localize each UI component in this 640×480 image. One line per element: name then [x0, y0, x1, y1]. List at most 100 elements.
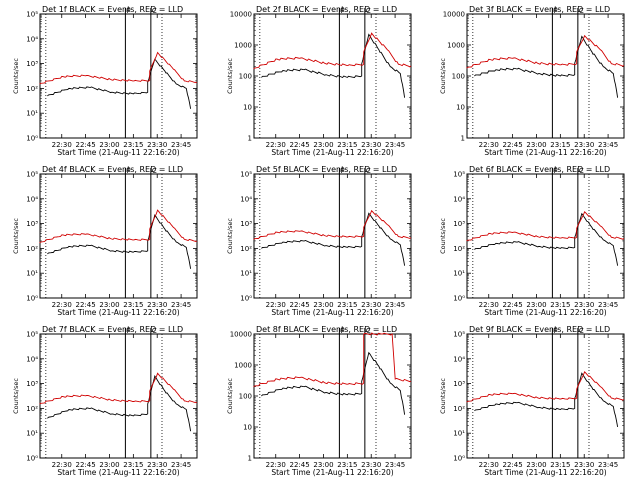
y-tick-label: 10⁵	[453, 331, 465, 339]
x-tick-label: 23:15	[123, 461, 143, 469]
x-tick-label: 23:15	[550, 141, 570, 149]
x-tick-label: 23:15	[550, 301, 570, 309]
x-tick-label: 23:30	[147, 301, 167, 309]
x-tick-label: 23:15	[337, 461, 357, 469]
series-line-lld	[39, 372, 198, 405]
x-tick-label: 22:45	[76, 141, 96, 149]
marker-flag-label: C	[152, 327, 157, 335]
y-tick-label: 10¹	[240, 270, 252, 278]
y-tick-label: 10¹	[26, 270, 38, 278]
series-line-events	[261, 351, 406, 415]
x-tick-label: 23:00	[99, 301, 119, 309]
series-line-lld	[466, 210, 625, 242]
y-tick-label: 10	[456, 104, 465, 112]
x-tick-label: 22:45	[76, 461, 96, 469]
x-tick-label: 22:30	[52, 301, 72, 309]
x-axis-label: Start Time (21-Aug-11 22:16:20)	[271, 308, 393, 317]
x-tick-label: 23:00	[526, 301, 546, 309]
marker-flag-label: P	[340, 167, 344, 175]
series-line-events	[261, 212, 406, 266]
y-tick-label: 10⁴	[26, 35, 38, 43]
x-axis-label: Start Time (21-Aug-11 22:16:20)	[57, 308, 179, 317]
marker-flag-label: C	[366, 327, 371, 335]
x-tick-label: 23:45	[385, 301, 405, 309]
plot-frame	[39, 173, 198, 299]
y-axis-label: Counts/sec	[226, 218, 234, 254]
x-tick-label: 23:15	[337, 301, 357, 309]
chart-title: Det 5f BLACK = Events, RED = LLD	[256, 165, 397, 174]
series-line-events	[474, 35, 619, 98]
y-axis-label: Counts/sec	[12, 58, 20, 94]
series-line-lld	[253, 32, 412, 70]
y-tick-label: 10⁵	[26, 171, 38, 179]
series-line-events	[261, 33, 406, 98]
chart-title: Det 7f BLACK = Events, RED = LLD	[42, 325, 183, 334]
x-tick-label: 23:00	[526, 141, 546, 149]
x-axis-label: Start Time (21-Aug-11 22:16:20)	[57, 148, 179, 157]
marker-flag-label: C	[152, 7, 157, 15]
x-axis-label: Start Time (21-Aug-11 22:16:20)	[271, 468, 393, 477]
marker-flag-label: C	[152, 167, 157, 175]
x-tick-label: 22:45	[290, 301, 310, 309]
y-tick-label: 10⁵	[26, 11, 38, 19]
plot-frame	[466, 13, 625, 139]
x-tick-label: 23:45	[598, 301, 618, 309]
x-tick-label: 22:30	[266, 301, 286, 309]
x-tick-label: 22:45	[503, 141, 523, 149]
marker-flag-label: P	[126, 7, 130, 15]
x-tick-label: 23:30	[147, 141, 167, 149]
chart-panel-3: Det 3f BLACK = Events, RED = LLD 1 10 100 10…	[439, 5, 625, 157]
x-tick-label: 23:15	[123, 301, 143, 309]
y-axis-label: Counts/sec	[439, 218, 447, 254]
plot-frame	[253, 173, 412, 299]
x-tick-label: 22:45	[503, 301, 523, 309]
marker-flag-label: C	[366, 167, 371, 175]
x-tick-label: 23:00	[313, 141, 333, 149]
x-tick-label: 23:00	[99, 461, 119, 469]
y-tick-label: 10⁴	[26, 355, 38, 363]
plot-frame	[39, 13, 198, 139]
x-tick-label: 23:45	[171, 461, 191, 469]
x-tick-label: 23:15	[337, 141, 357, 149]
x-tick-label: 22:30	[266, 461, 286, 469]
chart-panel-9: Det 9f BLACK = Events, RED = LLD 10⁰ 10¹ 10…	[439, 325, 625, 477]
x-tick-label: 23:45	[385, 141, 405, 149]
x-tick-label: 22:45	[290, 461, 310, 469]
x-tick-label: 22:45	[76, 301, 96, 309]
series-line-lld	[253, 332, 412, 388]
y-axis-label: Counts/sec	[226, 378, 234, 414]
chart-title: Det 2f BLACK = Events, RED = LLD	[256, 5, 397, 14]
x-axis-label: Start Time (21-Aug-11 22:16:20)	[57, 468, 179, 477]
series-line-events	[474, 372, 619, 427]
y-tick-label: 100	[239, 393, 252, 401]
chart-title: Det 8f BLACK = Events, RED = LLD	[256, 325, 397, 334]
y-tick-label: 10000	[230, 331, 252, 339]
y-tick-label: 10000	[443, 11, 465, 19]
x-tick-label: 23:45	[171, 141, 191, 149]
chart-title: Det 1f BLACK = Events, RED = LLD	[42, 5, 183, 14]
y-tick-label: 10	[243, 104, 252, 112]
y-tick-label: 1	[461, 135, 465, 143]
y-tick-label: 1	[248, 135, 252, 143]
y-tick-label: 10⁴	[453, 195, 465, 203]
marker-flag-label: C	[366, 7, 371, 15]
y-tick-label: 1000	[447, 42, 465, 50]
x-tick-label: 22:30	[52, 461, 72, 469]
y-tick-label: 10⁴	[453, 355, 465, 363]
y-tick-label: 10²	[240, 245, 252, 253]
marker-flag-label: P	[553, 7, 557, 15]
y-tick-label: 1	[248, 455, 252, 463]
marker-flag-label: P	[553, 167, 557, 175]
x-tick-label: 23:30	[574, 301, 594, 309]
marker-flag-label: P	[126, 327, 130, 335]
x-tick-label: 23:00	[99, 141, 119, 149]
chart-panel-8: Det 8f BLACK = Events, RED = LLD 1 10 100 10…	[226, 325, 412, 477]
y-tick-label: 100	[239, 73, 252, 81]
y-tick-label: 10²	[26, 85, 38, 93]
x-tick-label: 23:45	[598, 461, 618, 469]
y-tick-label: 10¹	[26, 430, 38, 438]
x-tick-label: 23:30	[361, 461, 381, 469]
chart-title: Det 6f BLACK = Events, RED = LLD	[469, 165, 610, 174]
y-tick-label: 100	[452, 73, 465, 81]
